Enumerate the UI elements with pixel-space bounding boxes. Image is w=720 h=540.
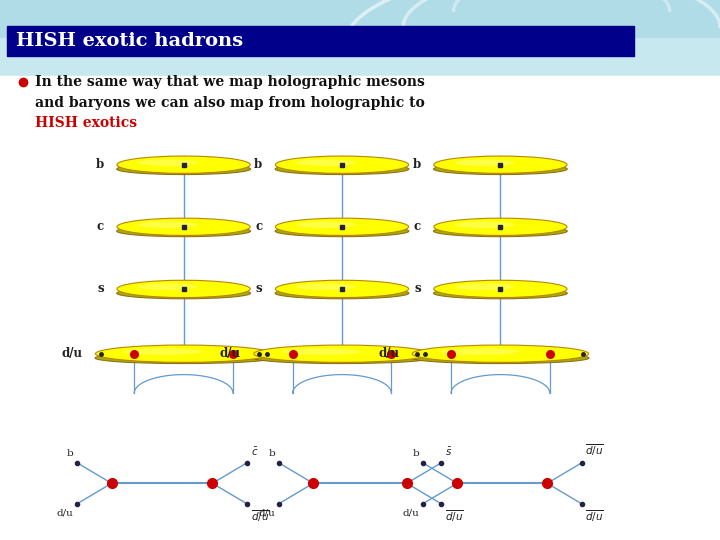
Ellipse shape — [117, 218, 251, 235]
Bar — [0, 76, 720, 540]
Text: $\bar{c}$: $\bar{c}$ — [251, 447, 258, 458]
Ellipse shape — [253, 353, 431, 363]
Ellipse shape — [454, 159, 514, 166]
Ellipse shape — [275, 226, 409, 237]
Ellipse shape — [433, 218, 567, 235]
Ellipse shape — [138, 159, 197, 166]
Text: In the same way that we map holographic mesons: In the same way that we map holographic … — [35, 75, 424, 89]
Ellipse shape — [117, 156, 251, 173]
Ellipse shape — [275, 280, 409, 298]
Text: b: b — [413, 158, 420, 171]
Ellipse shape — [275, 164, 409, 174]
Ellipse shape — [412, 353, 589, 363]
Ellipse shape — [275, 218, 409, 235]
Text: d/u: d/u — [220, 347, 240, 360]
Ellipse shape — [117, 288, 251, 299]
Text: d/u: d/u — [402, 508, 419, 517]
Text: HISH exotic hadrons: HISH exotic hadrons — [16, 32, 243, 50]
Ellipse shape — [296, 159, 356, 166]
Text: b: b — [96, 158, 104, 171]
Ellipse shape — [95, 353, 272, 363]
Ellipse shape — [433, 164, 567, 174]
Text: c: c — [97, 220, 104, 233]
Text: d/u: d/u — [378, 347, 399, 360]
Text: $\overline{d/u}$: $\overline{d/u}$ — [585, 443, 604, 458]
Bar — [0, 38, 720, 76]
Text: s: s — [256, 282, 262, 295]
Ellipse shape — [138, 221, 197, 228]
Ellipse shape — [117, 280, 251, 298]
Text: d/u: d/u — [57, 508, 73, 517]
Ellipse shape — [454, 284, 514, 290]
Ellipse shape — [433, 226, 567, 237]
Bar — [0, 0, 720, 38]
Text: $\overline{d/u}$: $\overline{d/u}$ — [585, 508, 604, 524]
Text: $\overline{d/u}$: $\overline{d/u}$ — [251, 508, 269, 524]
Ellipse shape — [296, 221, 356, 228]
Ellipse shape — [433, 288, 567, 299]
Ellipse shape — [117, 226, 251, 237]
Bar — [7, 26, 634, 56]
Text: $\overline{d/u}$: $\overline{d/u}$ — [445, 508, 464, 524]
Text: c: c — [256, 220, 262, 233]
Ellipse shape — [412, 345, 589, 362]
Text: $\bar{s}$: $\bar{s}$ — [445, 447, 452, 458]
Ellipse shape — [95, 345, 272, 362]
Ellipse shape — [122, 348, 202, 355]
Text: b: b — [67, 449, 73, 458]
Ellipse shape — [275, 156, 409, 173]
Text: HISH exotics: HISH exotics — [35, 116, 137, 130]
Text: d/u: d/u — [61, 347, 82, 360]
Text: and baryons we can also map from holographic to: and baryons we can also map from hologra… — [35, 96, 424, 110]
Ellipse shape — [281, 348, 361, 355]
Ellipse shape — [454, 221, 514, 228]
Text: d/u: d/u — [258, 508, 275, 517]
Text: c: c — [414, 220, 420, 233]
Ellipse shape — [296, 284, 356, 290]
Text: b: b — [413, 449, 419, 458]
Ellipse shape — [254, 345, 431, 362]
Text: s: s — [414, 282, 420, 295]
Ellipse shape — [117, 164, 251, 174]
Ellipse shape — [275, 288, 409, 299]
Ellipse shape — [433, 280, 567, 298]
Ellipse shape — [433, 156, 567, 173]
Ellipse shape — [439, 348, 519, 355]
Text: s: s — [97, 282, 104, 295]
Ellipse shape — [138, 284, 197, 290]
Text: b: b — [254, 158, 262, 171]
Text: b: b — [269, 449, 275, 458]
